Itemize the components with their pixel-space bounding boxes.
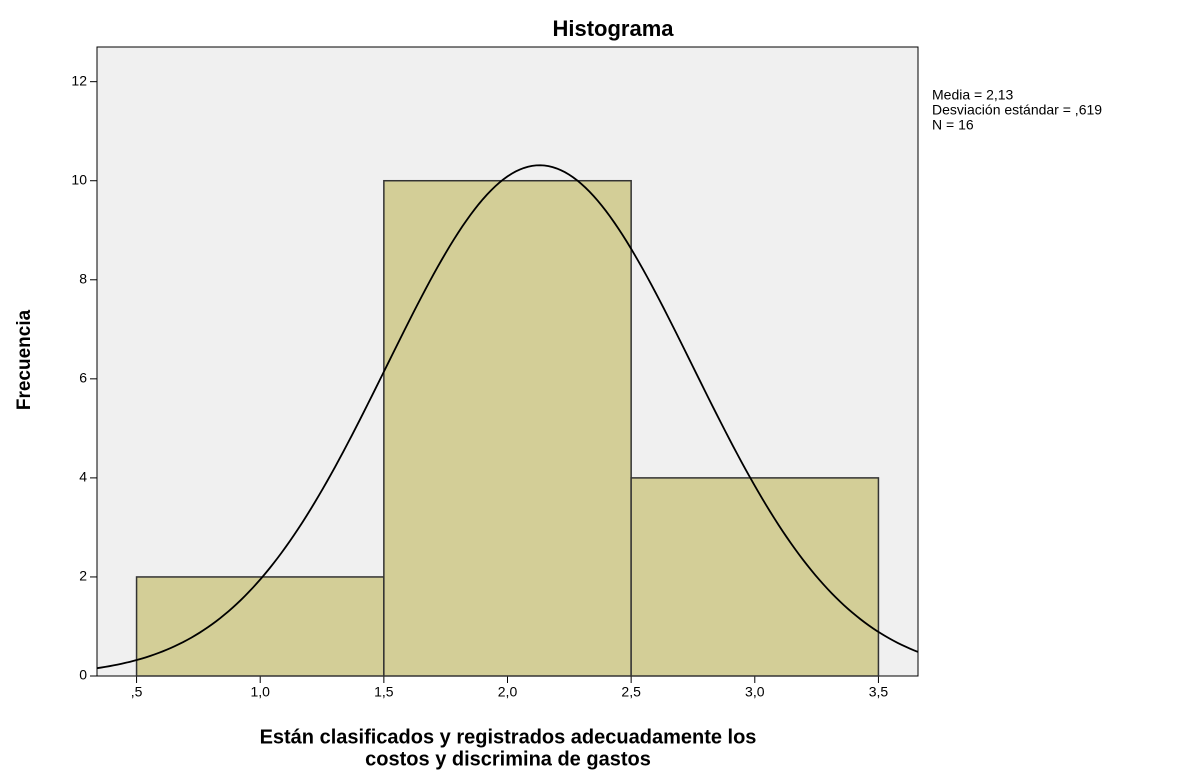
x-tick-label: 3,0 — [745, 684, 765, 700]
x-tick-label: 2,0 — [498, 684, 518, 700]
bar — [383, 179, 632, 677]
y-axis-label: Frecuencia — [14, 309, 35, 410]
stats-annotation: Desviación estándar = ,619 — [932, 102, 1102, 118]
stats-annotation: N = 16 — [932, 117, 974, 133]
x-axis-label: costos y discrimina de gastos — [365, 748, 651, 770]
normal-curve — [96, 164, 919, 670]
y-tick-label: 6 — [79, 370, 87, 386]
y-tick-label: 12 — [71, 72, 87, 88]
x-tick-label: 2,5 — [621, 684, 641, 700]
bar — [630, 477, 880, 677]
x-axis-label: Están clasificados y registrados adecuad… — [260, 726, 757, 748]
bar — [135, 576, 385, 677]
x-tick-label: ,5 — [131, 684, 143, 700]
y-tick-label: 10 — [71, 171, 87, 187]
x-tick-label: 1,5 — [374, 684, 394, 700]
x-tick-label: 1,0 — [250, 684, 270, 700]
y-tick-label: 8 — [79, 270, 87, 286]
y-tick-label: 4 — [79, 469, 87, 485]
chart-title: Histograma — [552, 16, 674, 41]
stats-annotation: Media = 2,13 — [932, 87, 1014, 103]
x-tick-label: 3,5 — [869, 684, 889, 700]
y-tick-label: 2 — [79, 568, 87, 584]
y-tick-label: 0 — [79, 667, 87, 683]
